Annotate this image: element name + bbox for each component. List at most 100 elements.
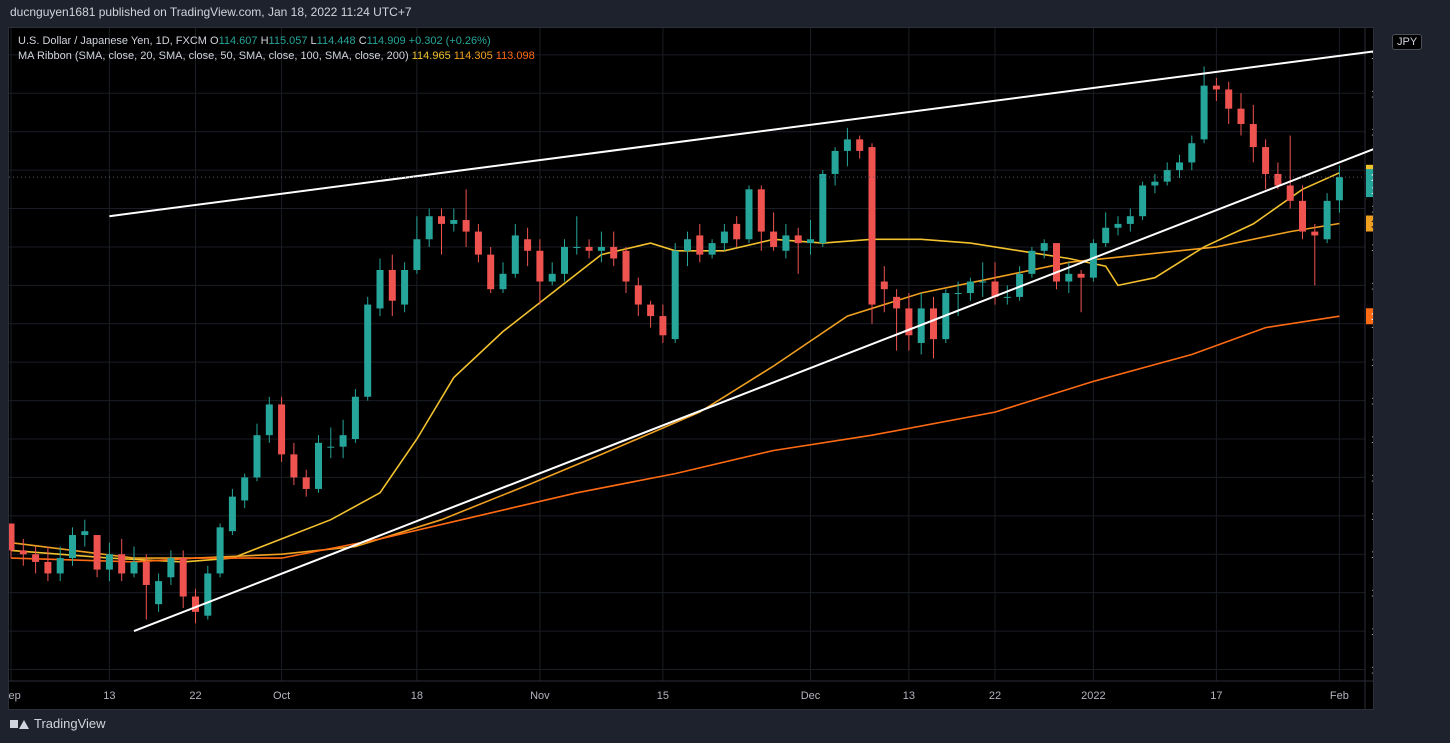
time-tick-label: 15 [657,690,669,702]
candle-body [1176,162,1183,171]
candle-body [1102,227,1110,244]
time-tick-label: 13 [103,690,115,702]
chart-legend: U.S. Dollar / Japanese Yen, 1D, FXCM O11… [18,34,535,64]
candle-body [659,316,667,336]
candle-body [1212,85,1220,90]
candle-body [708,243,716,255]
candle-body [487,254,495,290]
high-value: 115.057 [268,35,308,47]
price-tick-label: 112.500 [1371,357,1373,369]
candle-body [351,396,359,440]
candle-body [930,308,937,340]
low-label: L [310,35,317,47]
price-tick-label: 108.500 [1371,664,1373,676]
footer-brand[interactable]: TradingView [10,716,106,731]
candle-body [696,235,704,255]
candle-body [647,304,655,317]
candle-body [807,239,814,244]
candle-body [573,246,581,248]
candle-body [1016,273,1024,297]
candle-body [868,147,876,305]
price-tick-label: 113.000 [1371,319,1373,331]
chart-frame[interactable]: 116.500116.000115.500115.000114.500114.0… [8,27,1374,710]
candle-body [499,273,507,290]
candle-body [118,554,126,574]
candle-body [1200,85,1208,140]
currency-button[interactable]: JPY [1392,34,1423,50]
candle-body [893,296,901,309]
candle-body [1003,296,1011,298]
price-tick-label: 116.000 [1371,88,1373,100]
price-axis-label: 114.305 [1371,219,1373,231]
candle-body [1299,200,1306,232]
candle-body [9,523,15,551]
price-tick-label: 116.500 [1371,50,1373,62]
candle-body [991,281,999,297]
footer-brand-text: TradingView [34,716,106,731]
candle-body [819,173,827,244]
time-tick-label: Dec [801,690,821,702]
price-axis-label: 113.098 [1371,311,1373,323]
candle-body [93,535,101,570]
candle-body [315,442,322,489]
candle-body [622,250,630,282]
price-tick-label: 112.000 [1371,396,1373,408]
candle-body [388,269,396,301]
price-axis-label-bg [1366,215,1373,232]
ma20-value: 114.965 [411,50,451,62]
candle-body [1040,243,1048,251]
price-axis-label: 114.909 [1371,172,1373,184]
candle-body [130,561,138,574]
ma50-value: 114.305 [453,50,493,62]
candle-body [1249,124,1257,148]
candle-body [302,477,310,489]
open-value: 114.607 [218,35,258,47]
candle-body [671,250,679,340]
candle-body [32,554,40,562]
ma100-value: 113.098 [495,50,535,62]
time-tick-label: 13 [903,690,915,702]
time-tick-label: 17 [1210,690,1222,702]
ma-legend-row: MA Ribbon (SMA, close, 20, SMA, close, 5… [18,49,535,64]
open-label: O [210,35,219,47]
candle-body [1114,223,1122,228]
candle-body [179,558,187,597]
candle-body [1311,231,1319,236]
candle-body [474,231,482,255]
symbol-legend-row: U.S. Dollar / Japanese Yen, 1D, FXCM O11… [18,34,535,49]
ma-line-1 [10,222,1340,559]
candle-body [1237,108,1245,125]
price-tick-label: 110.500 [1371,511,1373,523]
candle-body [1286,185,1294,201]
price-axis-label-bg [1366,169,1373,198]
candle-body [634,285,642,305]
candle-body [757,189,765,232]
price-tick-label: 110.000 [1371,549,1373,561]
candle-body [548,273,556,282]
candle-body [1151,181,1159,186]
candle-body [1274,173,1282,186]
candle-body [438,216,445,224]
candle-body [1163,170,1171,182]
candle-body [1065,273,1073,282]
candle-body [733,223,741,240]
candle-body [1225,89,1233,109]
candle-body [782,235,790,251]
candle-body [1188,143,1196,163]
candle-body [954,293,962,295]
candle-body [81,531,89,536]
time-tick-label: 22 [989,690,1001,702]
candle-body [462,220,470,232]
candle-body [19,550,27,555]
candle-body [610,246,618,259]
candle-body [856,139,864,151]
candle-body [327,446,335,448]
candle-body [843,139,851,151]
candle-body [364,304,372,397]
candlestick-chart[interactable]: 116.500116.000115.500115.000114.500114.0… [9,28,1373,709]
symbol-name[interactable]: U.S. Dollar / Japanese Yen, 1D, FXCM [18,35,207,47]
ma-ribbon-title[interactable]: MA Ribbon (SMA, close, 20, SMA, close, 5… [18,50,409,62]
candle-body [684,239,691,251]
candle-body [831,150,839,174]
candle-body [413,239,421,270]
